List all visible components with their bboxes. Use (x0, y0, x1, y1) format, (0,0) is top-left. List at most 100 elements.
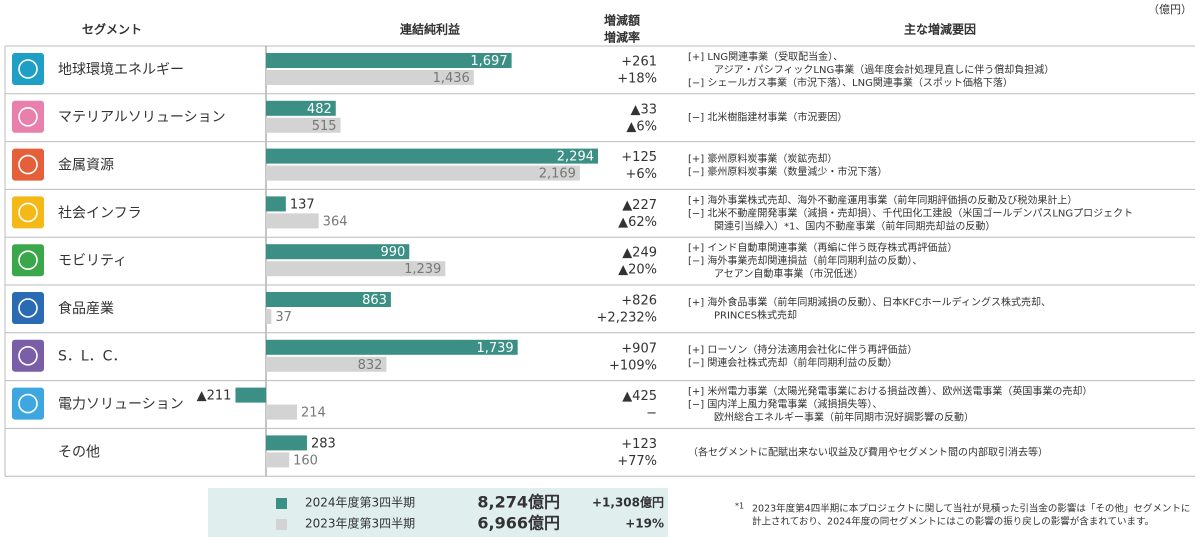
rate: ▲6% (626, 119, 657, 134)
reason-line: [+] LNG関連事業（受取配当金）、 (688, 50, 843, 63)
legend-swatch (276, 519, 287, 530)
bar-previous (266, 309, 272, 324)
rate: ▲20% (618, 263, 657, 278)
change: +125 (621, 150, 657, 165)
unit: （億円） (1148, 3, 1192, 16)
bar-current (235, 387, 266, 403)
rate: +6% (625, 167, 657, 182)
reason-line: 欧州総合エネルギー事業（前年同期市況好調影響の反動） (714, 411, 974, 424)
legend-total: 6,966億円 (477, 514, 560, 533)
reason-line: [−] 海外事業売却関連損益（前年同期利益の反動）、 (688, 254, 922, 267)
segment-name: 地球環境エネルギー (58, 62, 184, 78)
reason-line: （各セグメントに配賦出来ない収益及び費用やセグメント間の内部取引消去等） (688, 445, 1048, 458)
bar-current (266, 244, 410, 260)
segment-icon (12, 244, 44, 277)
value-label: ▲211 (197, 389, 232, 404)
reason-line: [+] 米州電力事業（太陽光発電事業における損益改善）、欧州送電事業（英国事業の… (688, 385, 1092, 398)
reason-line: [−] シェールガス事業（市況下落）、LNG関連事業（スポット価格下落） (688, 76, 1013, 89)
footnote-line: 計上されており、2024年度の同セグメントにはこの影響の振り戻しの影響が含まれて… (752, 516, 1154, 528)
reason-line: [−] 国内洋上風力発電事業（減損損失等）、 (688, 398, 882, 411)
bar-previous (266, 261, 446, 277)
value-label: 214 (301, 406, 326, 421)
header-rate: 増減率 (604, 30, 640, 45)
value-label: 1,739 (476, 341, 513, 356)
bar-current (266, 339, 518, 355)
segment-icon-glyph (18, 250, 38, 271)
segment-name: モビリティ (58, 253, 127, 269)
value-label: 137 (290, 197, 315, 212)
reason-line: [−] 豪州原料炭事業（数量減少・市況下落） (688, 165, 887, 178)
value-label: 482 (307, 102, 332, 117)
value-label: 1,436 (433, 71, 470, 86)
segment-icon (12, 53, 44, 85)
value-label: 160 (293, 453, 318, 468)
reason-line: [+] 海外食品事業（前年同期減損の反動）、日本KFCホールディングス株式売却、 (688, 295, 1051, 308)
reason-line: [−] 北米不動産開発事業（減損・売却損）、千代田化工建設（米国ゴールデンパスL… (688, 206, 1133, 219)
footnote-mark: *1 (735, 502, 744, 511)
header-change: 増減額 (604, 13, 640, 28)
legend-change: +1,308億円 (592, 495, 664, 510)
value-label: 364 (323, 214, 348, 229)
legend-total: 8,274億円 (477, 493, 560, 512)
segment-name: その他 (58, 444, 100, 460)
rate: +77% (617, 454, 657, 469)
segment-icon-glyph (18, 393, 38, 414)
legend-label: 2023年度第3四半期 (305, 516, 415, 531)
value-label: 2,169 (539, 167, 576, 182)
reason-line: 関連引当繰入）*1、国内不動産事業（前年同期売却益の反動） (714, 219, 995, 232)
reason-line: [+] 海外事業株式売却、海外不動産運用事業（前年同期評価損の反動及び税効果計上… (688, 193, 1077, 206)
change: ▲249 (622, 246, 657, 261)
legend-swatch (276, 498, 287, 509)
segment-icon (12, 339, 44, 372)
reason-line: [+] インド自動車関連事業（再編に伴う既存株式再評価益） (688, 241, 957, 254)
rate: +18% (617, 72, 657, 87)
segment-icon-glyph (18, 107, 38, 127)
legend-label: 2024年度第3四半期 (305, 495, 415, 510)
bar-previous (266, 165, 580, 181)
segment-name: 金属資源 (58, 158, 114, 174)
bar-previous (266, 452, 290, 468)
rate: +2,232% (597, 311, 657, 326)
segment-name: 食品産業 (58, 300, 114, 317)
change: +261 (621, 55, 657, 70)
value-label: 283 (311, 436, 336, 451)
segment-name: マテリアルソリューション (58, 110, 226, 126)
segment-name: 社会インフラ (58, 205, 142, 221)
change: ▲227 (622, 198, 657, 213)
segment-icon-glyph (18, 345, 38, 366)
change: +907 (621, 341, 657, 356)
change: ▲425 (622, 389, 657, 404)
value-label: 515 (312, 119, 337, 134)
segment-icon (12, 292, 44, 324)
segment-icon-glyph (18, 298, 38, 318)
footnote-line: 2023年度第4四半期に本プロジェクトに関して当社が見積った引当金の影響は「その… (752, 503, 1190, 515)
segment-icon (12, 148, 44, 181)
value-label: 1,239 (404, 262, 441, 277)
rate: +109% (609, 358, 657, 373)
reason-line: [+] 豪州原料炭事業（炭鉱売却） (688, 152, 837, 165)
bar-previous (266, 70, 474, 85)
value-label: 832 (358, 358, 383, 373)
segment-name: 電力ソリューション (58, 397, 184, 413)
reason-line: [+] ローソン（持分法適用会社化に伴う再評価益） (688, 343, 917, 356)
segment-name: S．L．C． (58, 349, 126, 365)
value-label: 37 (275, 310, 292, 325)
change: +123 (621, 437, 657, 452)
legend-change: +19% (625, 517, 664, 531)
bar-previous (266, 404, 297, 420)
bar-current (266, 435, 307, 451)
segment-icon-glyph (18, 59, 38, 79)
segment-icon (12, 100, 44, 133)
bar-previous (266, 213, 319, 229)
segment-icon (12, 196, 44, 229)
rate: ▲62% (618, 215, 657, 230)
header-reasons: 主な増減要因 (904, 22, 976, 37)
header-segment: セグメント (82, 22, 142, 37)
bar-current (266, 196, 286, 212)
rate: − (646, 406, 657, 421)
reason-line: [−] 北米樹脂建材事業（市況要因） (688, 111, 847, 124)
header-profit: 連結純利益 (400, 22, 460, 37)
segment-icon-glyph (18, 154, 38, 175)
bar-current (266, 53, 512, 68)
